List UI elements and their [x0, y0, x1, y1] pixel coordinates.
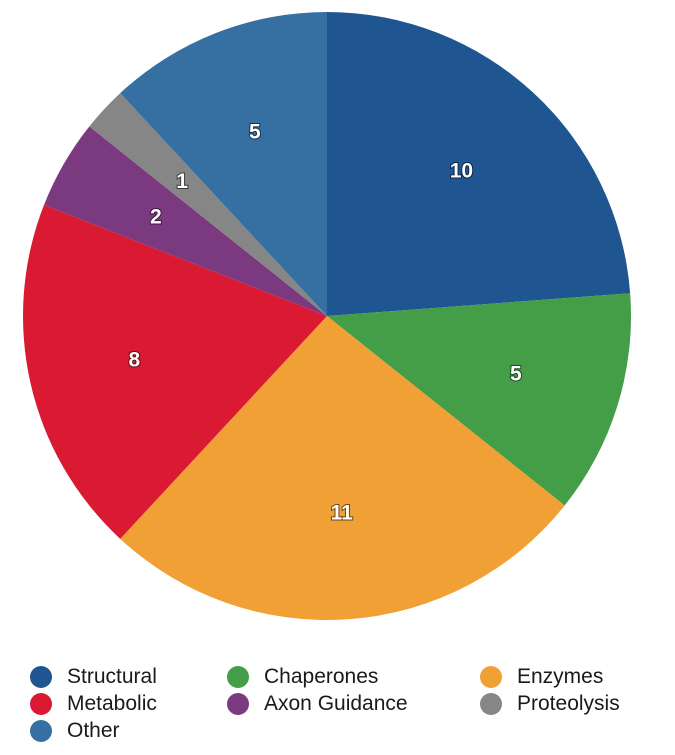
pie-slices — [22, 12, 631, 620]
pie-slice-enzymes — [120, 316, 565, 620]
data-label-proteolysis: 1 — [176, 170, 188, 193]
data-label-axon-guidance: 2 — [150, 206, 162, 229]
legend-item-other: Other — [30, 719, 227, 743]
legend-item-enzymes: Enzymes — [480, 665, 660, 689]
legend-label: Enzymes — [517, 665, 604, 688]
legend-label: Structural — [67, 665, 157, 688]
legend-label: Other — [67, 719, 120, 742]
pie-slice-proteolysis — [89, 93, 327, 317]
legend-swatch — [30, 693, 52, 715]
data-label-enzymes: 11 — [331, 502, 354, 525]
legend-item-chaperones: Chaperones — [227, 665, 480, 689]
legend-swatch — [30, 720, 52, 742]
legend-swatch — [480, 693, 502, 715]
pie-data-labels: 10 5 11 8 21 5 — [128, 120, 523, 526]
pie-slice-chaperones — [327, 293, 631, 506]
pie-slice-other — [120, 12, 328, 316]
legend-swatch — [30, 666, 52, 688]
legend-label: Proteolysis — [517, 692, 620, 715]
legend-item-structural: Structural — [30, 665, 227, 689]
data-label-structural: 10 — [450, 160, 473, 183]
pie-slice-axon-guidance — [44, 126, 328, 316]
pie-slice-metabolic — [22, 204, 327, 539]
pie-slice-structural — [327, 12, 631, 316]
legend: Structural Chaperones Enzymes Metabolic … — [30, 665, 660, 743]
legend-swatch — [227, 693, 249, 715]
legend-swatch — [480, 666, 502, 688]
data-label-chaperones: 5 — [510, 363, 522, 386]
legend-label: Metabolic — [67, 692, 157, 715]
legend-label: Axon Guidance — [264, 692, 408, 715]
data-label-metabolic: 8 — [129, 348, 141, 371]
data-label-other: 5 — [249, 121, 261, 144]
legend-item-axon-guidance: Axon Guidance — [227, 692, 480, 716]
legend-item-metabolic: Metabolic — [30, 692, 227, 716]
legend-item-proteolysis: Proteolysis — [480, 692, 660, 716]
pie-chart: 10 5 11 8 21 5 — [22, 12, 631, 620]
legend-swatch — [227, 666, 249, 688]
legend-label: Chaperones — [264, 665, 379, 688]
